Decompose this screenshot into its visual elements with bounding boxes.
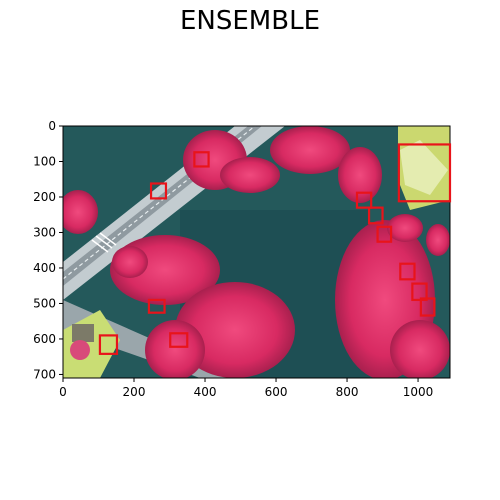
y-tick-label: 200	[33, 190, 56, 204]
detection-boxes	[98, 143, 452, 355]
detection-box	[355, 191, 373, 209]
x-axis: 0 200 400 600 800 1000	[59, 378, 433, 399]
x-tick-label: 600	[265, 385, 288, 399]
detection-box	[98, 334, 119, 355]
detection-box	[399, 262, 416, 281]
figure-title: ENSEMBLE	[180, 6, 320, 36]
detection-box	[419, 297, 436, 317]
y-tick-label: 700	[33, 367, 56, 381]
detection-box	[169, 332, 189, 348]
detection-box	[149, 182, 168, 200]
y-tick-label: 400	[33, 261, 56, 275]
y-tick-label: 300	[33, 225, 56, 239]
x-tick-label: 400	[194, 385, 217, 399]
y-tick-label: 0	[48, 119, 56, 133]
x-tick-label: 0	[59, 385, 67, 399]
detection-box	[147, 298, 166, 314]
detection-box	[367, 206, 384, 225]
y-tick-label: 600	[33, 332, 56, 346]
x-tick-label: 1000	[403, 385, 434, 399]
aerial-image	[63, 126, 450, 378]
x-tick-label: 200	[123, 385, 146, 399]
y-tick-label: 500	[33, 296, 56, 310]
detection-box	[376, 225, 393, 243]
detection-box	[411, 282, 428, 302]
y-tick-label: 100	[33, 154, 56, 168]
y-axis: 0 100 200 300 400 500 600 700	[33, 119, 63, 381]
detection-box	[193, 151, 210, 168]
plot-frame	[62, 125, 451, 379]
detection-box	[397, 143, 452, 203]
x-tick-label: 800	[336, 385, 359, 399]
